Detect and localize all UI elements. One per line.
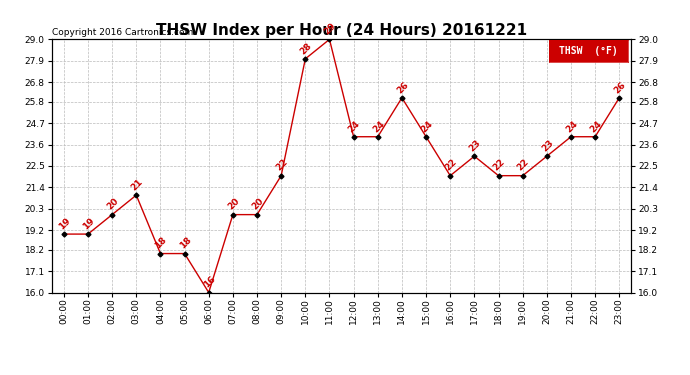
Text: THSW  (°F): THSW (°F) <box>559 46 618 56</box>
Text: 29: 29 <box>322 21 338 37</box>
Text: Copyright 2016 Cartronics.com: Copyright 2016 Cartronics.com <box>52 28 193 37</box>
Text: 28: 28 <box>298 41 313 56</box>
Text: 24: 24 <box>419 118 435 134</box>
Text: 20: 20 <box>226 197 241 212</box>
Text: 24: 24 <box>588 118 604 134</box>
Text: 22: 22 <box>274 158 289 173</box>
Text: 19: 19 <box>57 216 72 231</box>
Text: 22: 22 <box>515 158 531 173</box>
Text: 19: 19 <box>81 216 97 231</box>
Text: 20: 20 <box>250 197 265 212</box>
Text: 24: 24 <box>346 118 362 134</box>
Text: 22: 22 <box>491 158 506 173</box>
Text: 23: 23 <box>467 138 482 153</box>
Text: 20: 20 <box>105 197 120 212</box>
Text: 26: 26 <box>612 80 627 95</box>
Text: 26: 26 <box>395 80 410 95</box>
Text: 24: 24 <box>564 118 580 134</box>
Text: 22: 22 <box>443 158 458 173</box>
Text: 18: 18 <box>153 236 168 251</box>
Text: 18: 18 <box>177 236 193 251</box>
Title: THSW Index per Hour (24 Hours) 20161221: THSW Index per Hour (24 Hours) 20161221 <box>156 23 527 38</box>
Text: 24: 24 <box>371 118 386 134</box>
Text: 21: 21 <box>129 177 144 192</box>
Text: 23: 23 <box>540 138 555 153</box>
Text: 16: 16 <box>201 274 217 290</box>
